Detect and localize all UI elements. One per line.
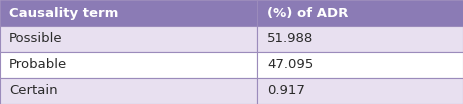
Bar xyxy=(0,26,257,52)
Bar xyxy=(0,78,257,104)
Text: 51.988: 51.988 xyxy=(267,32,313,46)
Bar xyxy=(0,0,257,26)
Bar xyxy=(0,52,257,78)
Bar xyxy=(257,52,463,78)
Text: Causality term: Causality term xyxy=(9,6,119,20)
Text: 0.917: 0.917 xyxy=(267,84,305,98)
Text: Certain: Certain xyxy=(9,84,57,98)
Text: Possible: Possible xyxy=(9,32,63,46)
Text: 47.095: 47.095 xyxy=(267,58,313,72)
Bar xyxy=(257,78,463,104)
Text: (%) of ADR: (%) of ADR xyxy=(267,6,349,20)
Text: Probable: Probable xyxy=(9,58,67,72)
Bar xyxy=(257,26,463,52)
Bar xyxy=(257,0,463,26)
